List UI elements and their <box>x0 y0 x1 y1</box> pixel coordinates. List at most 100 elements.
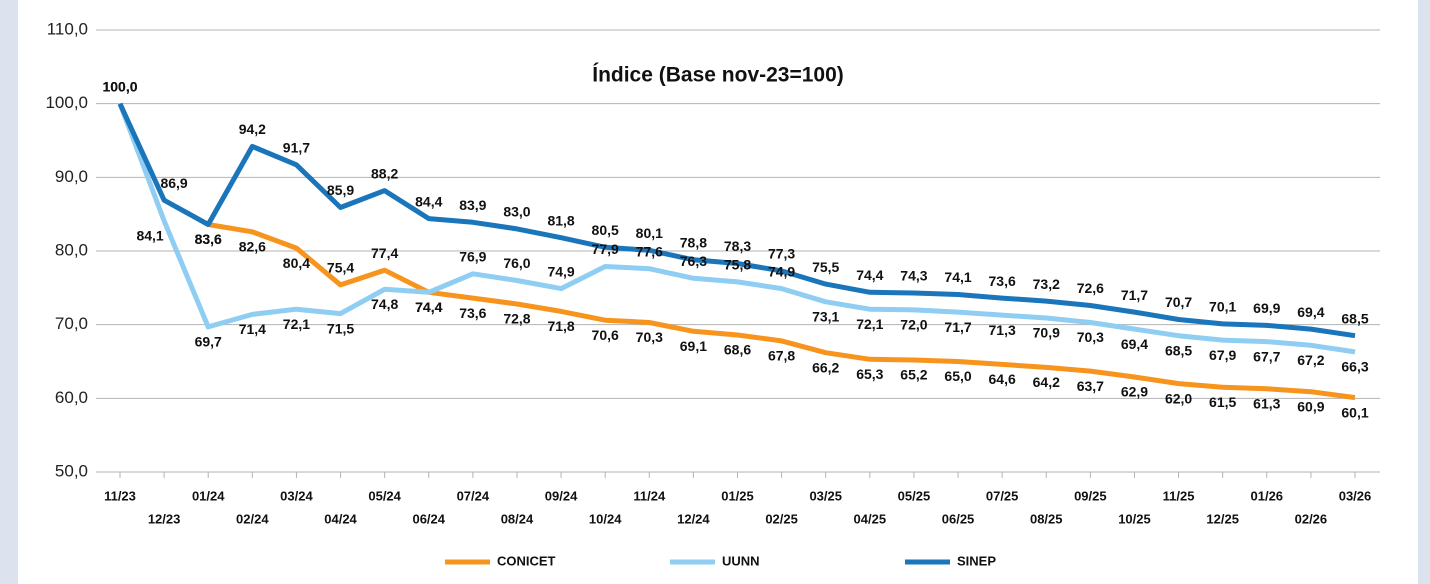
value-label: 75,4 <box>327 260 354 276</box>
value-label: 72,0 <box>900 317 927 333</box>
value-label: 76,0 <box>503 255 530 271</box>
x-tick-label: 03/24 <box>280 488 313 503</box>
value-label: 66,3 <box>1341 359 1368 375</box>
value-label: 84,1 <box>136 227 163 243</box>
value-label: 60,1 <box>1341 404 1368 420</box>
value-label: 61,5 <box>1209 394 1236 410</box>
value-label: 77,9 <box>592 241 619 257</box>
y-tick-label: 50,0 <box>55 461 88 480</box>
value-label: 72,6 <box>1077 280 1104 296</box>
y-tick-label: 90,0 <box>55 167 88 186</box>
x-tick-label: 06/25 <box>942 511 975 526</box>
chart-background <box>18 0 1418 584</box>
value-label: 77,6 <box>636 243 663 259</box>
y-tick-label: 110,0 <box>47 19 88 38</box>
value-label: 71,4 <box>239 321 266 337</box>
value-label: 77,3 <box>768 246 795 262</box>
legend-label: CONICET <box>497 553 556 568</box>
x-tick-label: 08/25 <box>1030 511 1063 526</box>
y-tick-label: 80,0 <box>55 240 88 259</box>
x-tick-label: 08/24 <box>501 511 534 526</box>
value-label: 69,7 <box>195 334 222 350</box>
value-label: 76,9 <box>459 249 486 265</box>
value-label: 69,4 <box>1297 304 1324 320</box>
x-tick-label: 09/24 <box>545 488 578 503</box>
value-label: 66,2 <box>812 359 839 375</box>
value-label: 62,0 <box>1165 390 1192 406</box>
value-label: 71,3 <box>989 322 1016 338</box>
value-label: 70,3 <box>1077 329 1104 345</box>
x-tick-label: 10/25 <box>1118 511 1151 526</box>
value-label: 73,6 <box>459 305 486 321</box>
value-label: 69,4 <box>1121 336 1148 352</box>
legend-label: SINEP <box>957 553 996 568</box>
value-label: 70,6 <box>592 327 619 343</box>
value-label: 74,8 <box>371 296 398 312</box>
x-tick-label: 04/25 <box>854 511 887 526</box>
value-label: 73,6 <box>989 273 1016 289</box>
value-label: 63,7 <box>1077 378 1104 394</box>
value-label: 70,9 <box>1033 325 1060 341</box>
x-tick-label: 07/24 <box>457 488 490 503</box>
x-tick-label: 01/25 <box>721 488 754 503</box>
x-tick-label: 04/24 <box>324 511 357 526</box>
value-label: 81,8 <box>547 212 574 228</box>
value-label: 78,3 <box>724 238 751 254</box>
value-label: 73,2 <box>1033 276 1060 292</box>
value-label: 65,0 <box>944 368 971 384</box>
value-label: 64,2 <box>1033 374 1060 390</box>
value-label: 70,1 <box>1209 299 1236 315</box>
value-label: 60,9 <box>1297 398 1324 414</box>
value-label: 64,6 <box>989 371 1016 387</box>
value-label: 74,9 <box>768 263 795 279</box>
value-label: 71,8 <box>547 318 574 334</box>
value-label: 74,4 <box>856 267 883 283</box>
x-tick-label: 03/26 <box>1339 488 1372 503</box>
x-tick-label: 05/24 <box>368 488 401 503</box>
x-tick-label: 05/25 <box>898 488 931 503</box>
value-label: 100,0 <box>102 78 137 94</box>
y-tick-label: 70,0 <box>55 314 88 333</box>
value-label: 83,9 <box>459 197 486 213</box>
value-label: 82,6 <box>239 239 266 255</box>
value-label: 76,3 <box>680 253 707 269</box>
value-label: 75,8 <box>724 257 751 273</box>
value-label: 74,4 <box>415 299 442 315</box>
value-label: 74,3 <box>900 268 927 284</box>
value-label: 74,9 <box>547 263 574 279</box>
value-label: 69,1 <box>680 338 707 354</box>
value-label: 88,2 <box>371 165 398 181</box>
value-label: 67,8 <box>768 348 795 364</box>
x-tick-label: 06/24 <box>412 511 445 526</box>
value-label: 72,8 <box>503 311 530 327</box>
value-label: 68,6 <box>724 342 751 358</box>
value-label: 80,4 <box>283 255 310 271</box>
x-tick-label: 01/24 <box>192 488 225 503</box>
value-label: 65,3 <box>856 366 883 382</box>
x-tick-label: 02/26 <box>1295 511 1328 526</box>
value-label: 68,5 <box>1341 310 1368 326</box>
value-label: 70,7 <box>1165 294 1192 310</box>
value-label: 85,9 <box>327 182 354 198</box>
series-line <box>117 102 1356 339</box>
value-label: 91,7 <box>283 140 310 156</box>
value-label: 77,4 <box>371 245 398 261</box>
value-label: 83,6 <box>195 231 222 247</box>
x-tick-label: 02/24 <box>236 511 269 526</box>
legend-label: UUNN <box>722 553 760 568</box>
value-label: 75,5 <box>812 259 839 275</box>
x-tick-label: 02/25 <box>765 511 798 526</box>
value-label: 67,7 <box>1253 348 1280 364</box>
value-label: 74,1 <box>944 269 971 285</box>
value-label: 100,0 <box>102 78 137 94</box>
series-line <box>207 222 1356 401</box>
x-tick-label: 10/24 <box>589 511 622 526</box>
value-label: 72,1 <box>856 316 883 332</box>
value-label: 83,6 <box>195 231 222 247</box>
x-tick-label: 07/25 <box>986 488 1019 503</box>
y-tick-label: 60,0 <box>55 388 88 407</box>
x-tick-label: 11/24 <box>633 488 666 503</box>
value-label: 71,7 <box>1121 287 1148 303</box>
